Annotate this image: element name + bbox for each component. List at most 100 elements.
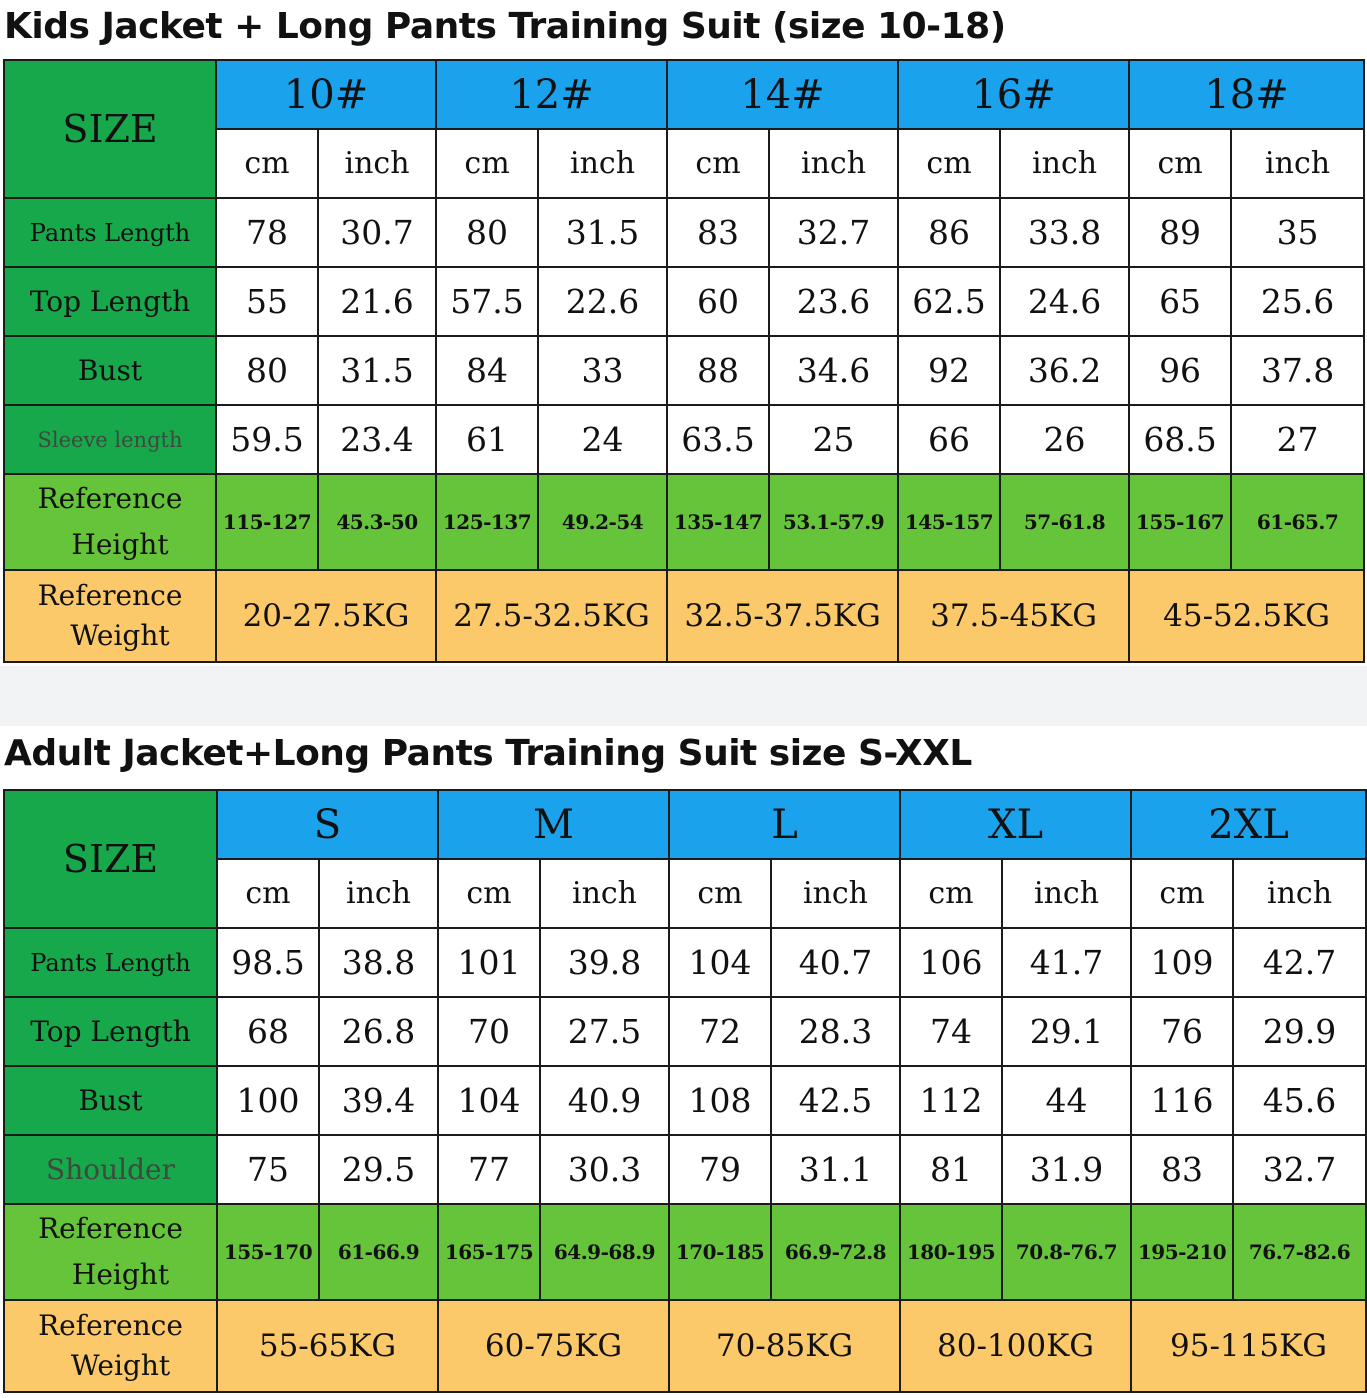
cm-value: 98.5	[216, 927, 320, 998]
unit-cm: cm	[215, 128, 319, 199]
table-row: Bust 100 39.4 104 40.9 108 42.5 112 44 1…	[3, 1065, 1367, 1136]
height-inch: 49.2-54	[537, 473, 669, 571]
unit-cm: cm	[435, 128, 540, 199]
height-inch: 57-61.8	[999, 473, 1131, 571]
inch-value: 38.8	[318, 927, 439, 998]
weight-value: 32.5-37.5KG	[666, 569, 900, 663]
row-label: Pants Length	[3, 197, 217, 268]
unit-inch: inch	[768, 128, 900, 199]
inch-value: 40.9	[539, 1065, 670, 1136]
inch-value: 25.6	[1230, 266, 1366, 337]
inch-value: 24	[537, 404, 669, 475]
size-column-header: 10#	[214, 59, 438, 130]
reference-weight-label: Reference Weight	[3, 1299, 218, 1393]
label-line: Reference	[38, 1309, 183, 1342]
inch-value: 34.6	[768, 335, 900, 406]
cm-value: 80	[435, 197, 540, 268]
inch-value: 27	[1230, 404, 1366, 475]
cm-value: 78	[215, 197, 319, 268]
inch-value: 22.6	[537, 266, 669, 337]
table-row: Top Length 68 26.8 70 27.5 72 28.3 74 29…	[3, 996, 1367, 1067]
inch-value: 21.6	[316, 266, 438, 337]
unit-cm: cm	[1128, 128, 1233, 199]
height-cm: 115-127	[215, 473, 319, 571]
unit-cm: cm	[1130, 858, 1235, 929]
row-label: Bust	[3, 335, 217, 406]
cm-value: 104	[437, 1065, 541, 1136]
table-row: Pants Length 78 30.7 80 31.5 83 32.7 86 …	[3, 197, 1366, 268]
height-inch: 53.1-57.9	[768, 473, 900, 571]
row-label: Top Length	[3, 266, 217, 337]
table-row: Pants Length 98.5 38.8 101 39.8 104 40.7…	[3, 927, 1367, 998]
cm-value: 61	[435, 404, 540, 475]
size-column-header: XL	[898, 789, 1133, 860]
cm-value: 109	[1130, 927, 1235, 998]
cm-value: 65	[1128, 266, 1233, 337]
inch-value: 29.5	[318, 1134, 439, 1205]
height-cm: 155-170	[216, 1203, 320, 1301]
inch-value: 33.8	[999, 197, 1131, 268]
cm-value: 83	[1130, 1134, 1235, 1205]
height-inch: 64.9-68.9	[539, 1203, 670, 1301]
inch-value: 44	[1000, 1065, 1133, 1136]
inch-value: 42.5	[770, 1065, 901, 1136]
inch-value: 39.8	[539, 927, 670, 998]
inch-value: 41.7	[1000, 927, 1133, 998]
inch-value: 25	[768, 404, 900, 475]
reference-weight-row: Reference Weight 20-27.5KG 27.5-32.5KG 32…	[3, 569, 1366, 663]
inch-value: 45.6	[1232, 1065, 1367, 1136]
height-inch: 66.9-72.8	[770, 1203, 901, 1301]
size-column-header: 12#	[435, 59, 669, 130]
inch-value: 26	[999, 404, 1131, 475]
row-label: Sleeve length	[3, 404, 217, 475]
inch-value: 32.7	[768, 197, 900, 268]
unit-inch: inch	[770, 858, 901, 929]
height-cm: 165-175	[437, 1203, 541, 1301]
weight-value: 37.5-45KG	[897, 569, 1131, 663]
height-inch: 45.3-50	[316, 473, 438, 571]
cm-value: 92	[897, 335, 1002, 406]
section-divider	[0, 666, 1367, 726]
height-cm: 180-195	[899, 1203, 1003, 1301]
cm-value: 104	[668, 927, 772, 998]
inch-value: 32.7	[1232, 1134, 1367, 1205]
height-cm: 195-210	[1130, 1203, 1235, 1301]
unit-inch: inch	[1230, 128, 1366, 199]
inch-value: 31.9	[1000, 1134, 1133, 1205]
weight-value: 20-27.5KG	[214, 569, 438, 663]
weight-value: 27.5-32.5KG	[435, 569, 669, 663]
cm-value: 55	[215, 266, 319, 337]
height-cm: 145-157	[897, 473, 1002, 571]
inch-value: 30.7	[316, 197, 438, 268]
weight-value: 60-75KG	[437, 1299, 670, 1393]
inch-value: 40.7	[770, 927, 901, 998]
table-row: Shoulder 75 29.5 77 30.3 79 31.1 81 31.9…	[3, 1134, 1367, 1205]
cm-value: 81	[899, 1134, 1003, 1205]
cm-value: 106	[899, 927, 1003, 998]
reference-height-label: Reference Height	[3, 473, 217, 571]
unit-inch: inch	[1000, 858, 1133, 929]
inch-value: 27.5	[539, 996, 670, 1067]
row-label: Pants Length	[3, 927, 218, 998]
cm-value: 86	[897, 197, 1002, 268]
size-column-header: 16#	[897, 59, 1131, 130]
cm-value: 72	[668, 996, 772, 1067]
cm-value: 77	[437, 1134, 541, 1205]
inch-value: 26.8	[318, 996, 439, 1067]
label-line: Height	[71, 1258, 170, 1291]
height-inch: 76.7-82.6	[1232, 1203, 1367, 1301]
cm-value: 83	[666, 197, 771, 268]
unit-inch: inch	[999, 128, 1131, 199]
cm-value: 70	[437, 996, 541, 1067]
height-inch: 61-66.9	[318, 1203, 439, 1301]
inch-value: 23.6	[768, 266, 900, 337]
cm-value: 96	[1128, 335, 1233, 406]
unit-inch: inch	[316, 128, 438, 199]
cm-value: 112	[899, 1065, 1003, 1136]
inch-value: 33	[537, 335, 669, 406]
inch-value: 31.5	[316, 335, 438, 406]
inch-value: 29.9	[1232, 996, 1367, 1067]
size-column-header: 14#	[666, 59, 900, 130]
weight-value: 55-65KG	[216, 1299, 439, 1393]
height-cm: 155-167	[1128, 473, 1233, 571]
